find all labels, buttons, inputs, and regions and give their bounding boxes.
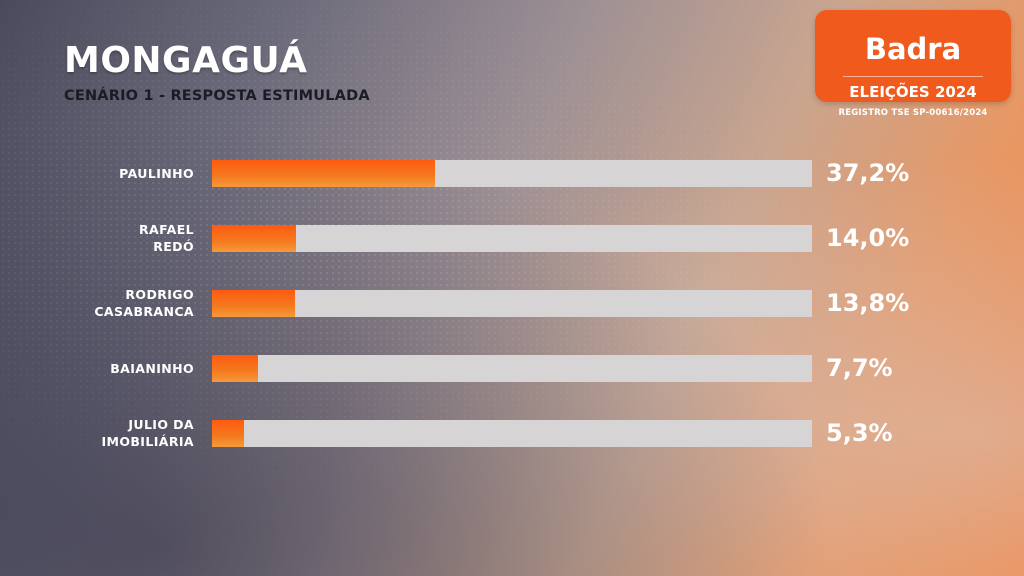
bar-row: PAULINHO 37,2% bbox=[0, 141, 1024, 205]
bar-row: RAFAEL REDÓ 14,0% bbox=[0, 206, 1024, 270]
bar-track bbox=[212, 290, 812, 317]
candidate-label: BAIANINHO bbox=[110, 360, 194, 376]
registro-tse: REGISTRO TSE SP-00616/2024 bbox=[838, 108, 988, 118]
bar-row: BAIANINHO 7,7% bbox=[0, 336, 1024, 400]
candidate-label: PAULINHO bbox=[119, 165, 194, 181]
bar-track bbox=[212, 420, 812, 447]
bar-track bbox=[212, 355, 812, 382]
bar-track bbox=[212, 160, 812, 187]
logo-brand: Badra bbox=[864, 32, 962, 66]
logo-subtitle: ELEIÇÕES 2024 bbox=[849, 83, 977, 101]
bar-row: JULIO DA IMOBILIÁRIA 5,3% bbox=[0, 401, 1024, 465]
percentage-label: 5,3% bbox=[826, 419, 893, 447]
percentage-label: 37,2% bbox=[826, 159, 910, 187]
bar bbox=[212, 160, 436, 187]
candidate-label: JULIO DA IMOBILIÁRIA bbox=[101, 417, 194, 449]
percentage-label: 13,8% bbox=[826, 289, 910, 317]
badra-logo: Badra ELEIÇÕES 2024 bbox=[815, 10, 1011, 102]
candidate-label: RAFAEL REDÓ bbox=[139, 222, 194, 254]
bar bbox=[212, 225, 296, 252]
bar-track bbox=[212, 225, 812, 252]
percentage-label: 7,7% bbox=[826, 354, 893, 382]
page-title: MONGAGUÁ bbox=[64, 40, 308, 81]
percentage-label: 14,0% bbox=[826, 224, 910, 252]
bar bbox=[212, 355, 259, 382]
bar-row: RODRIGO CASABRANCA 13,8% bbox=[0, 271, 1024, 335]
candidate-label: RODRIGO CASABRANCA bbox=[94, 287, 194, 319]
bar bbox=[212, 290, 295, 317]
page-subtitle: CENÁRIO 1 - RESPOSTA ESTIMULADA bbox=[64, 88, 370, 104]
bar bbox=[212, 420, 244, 447]
logo-divider bbox=[843, 76, 983, 77]
